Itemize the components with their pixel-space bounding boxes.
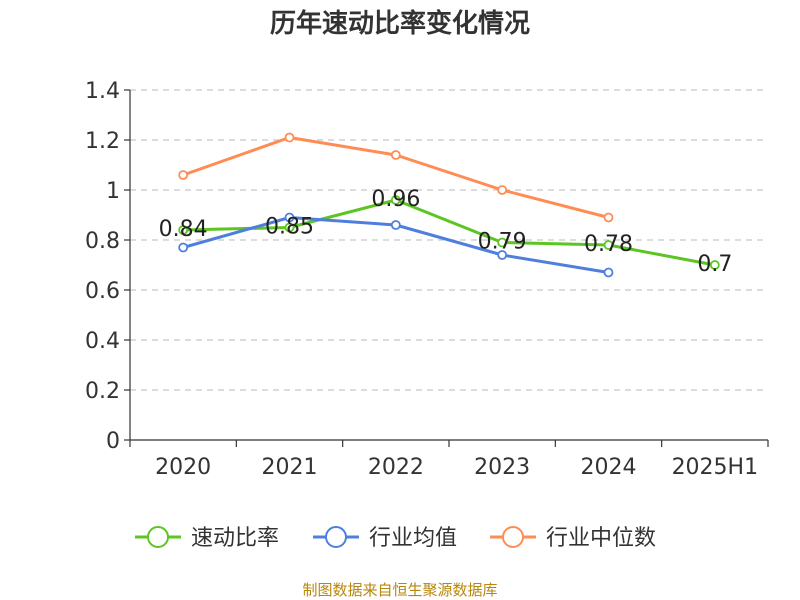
y-tick-label: 0.6 <box>85 279 120 304</box>
data-point <box>284 222 295 233</box>
y-tick-label: 1.2 <box>85 129 120 154</box>
x-tick-label: 2021 <box>262 455 318 480</box>
data-point <box>709 260 720 270</box>
x-tick-label: 2024 <box>581 455 637 480</box>
axes: 0 0.2 0.4 0.6 0.8 1 1.2 1.4 2020 2021 2022 2023 2024… <box>85 79 769 480</box>
data-point <box>603 212 614 223</box>
data-label: 0.79 <box>478 230 527 255</box>
legend-label: 速动比率 <box>191 526 279 551</box>
chart-title: 历年速动比率变化情况 <box>270 8 530 39</box>
y-tick-label: 1 <box>106 179 120 204</box>
x-tick-label: 2023 <box>474 455 530 480</box>
legend-label: 行业中位数 <box>546 526 656 551</box>
data-point <box>497 185 508 195</box>
legend-marker <box>325 526 347 548</box>
y-tick-label: 0 <box>106 429 120 454</box>
data-point <box>603 240 614 250</box>
x-tick-label: 2020 <box>155 455 211 480</box>
source-note: 制图数据来自恒生聚源数据库 <box>302 581 497 599</box>
data-point <box>497 237 508 248</box>
series-group <box>178 132 720 278</box>
data-point <box>497 250 508 260</box>
data-point <box>390 195 401 205</box>
y-tick-label: 0.8 <box>85 229 120 254</box>
legend[interactable]: 速动比率 行业均值 行业中位数 <box>135 526 656 551</box>
data-label: 0.96 <box>371 187 420 212</box>
x-tick-label: 2025H1 <box>672 455 759 480</box>
series-line <box>183 198 716 267</box>
data-point <box>603 267 614 278</box>
data-point <box>178 170 189 180</box>
data-point <box>178 225 189 235</box>
legend-marker <box>147 526 169 548</box>
y-tick-label: 0.2 <box>85 379 120 404</box>
data-label: 0.84 <box>159 217 208 242</box>
legend-label: 行业均值 <box>369 526 457 551</box>
data-label: 0.78 <box>584 232 633 257</box>
x-tick-label: 2022 <box>368 455 424 480</box>
y-tick-label: 0.4 <box>85 329 120 354</box>
data-point <box>284 212 295 223</box>
data-point <box>390 220 401 230</box>
data-label: 0.85 <box>265 215 314 240</box>
data-labels: 0.84 0.85 0.96 0.79 0.78 0.7 <box>159 187 733 277</box>
data-label: 0.7 <box>697 252 732 277</box>
legend-marker <box>502 526 524 548</box>
data-point <box>178 242 189 253</box>
data-point <box>390 150 401 160</box>
y-tick-label: 1.4 <box>85 79 120 104</box>
data-point <box>284 132 295 143</box>
